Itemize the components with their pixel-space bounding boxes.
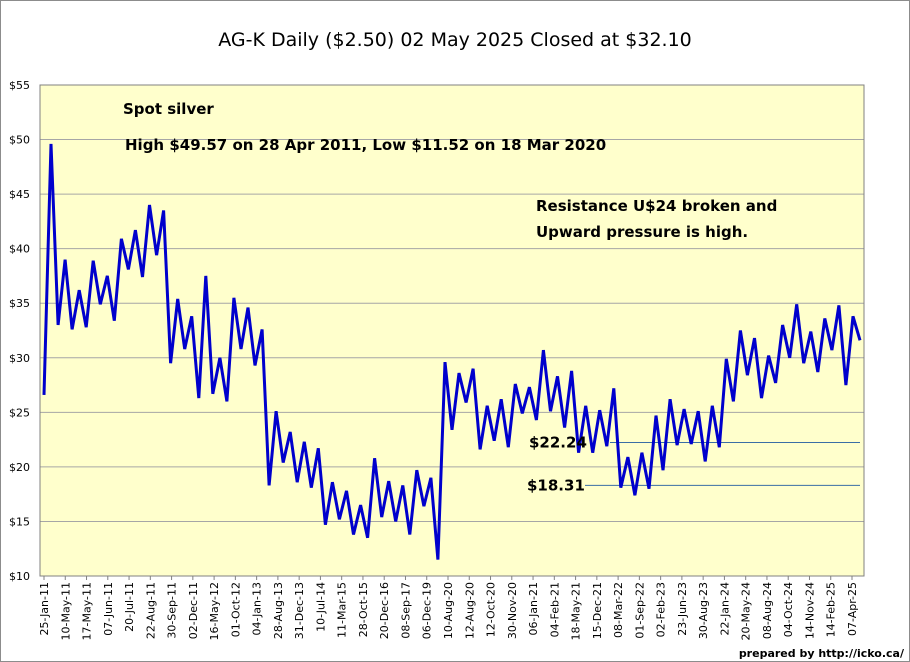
x-tick-label: 08-Sep-17 <box>399 582 412 639</box>
x-tick-label: 28-Oct-15 <box>357 582 370 637</box>
x-tick-label: 07-Apr-25 <box>846 582 859 636</box>
x-tick-label: 01-Oct-12 <box>229 582 242 637</box>
reference-labels: $22.24 $18.31 <box>527 433 587 494</box>
y-tick-label: $15 <box>9 515 30 528</box>
x-tick-label: 22-Aug-11 <box>144 582 157 639</box>
x-tick-label: 15-Dec-21 <box>591 582 604 639</box>
y-tick-label: $45 <box>9 188 30 201</box>
x-tick-label: 08-Aug-24 <box>761 582 774 639</box>
x-tick-label: 07-Jun-11 <box>102 582 115 636</box>
annotation-note-line1: Resistance U$24 broken and <box>536 197 777 215</box>
y-tick-label: $50 <box>9 134 30 147</box>
x-tick-label: 11-Mar-15 <box>336 582 349 638</box>
x-tick-label: 20-Dec-16 <box>378 582 391 639</box>
x-tick-label: 02-Dec-11 <box>187 582 200 639</box>
x-tick-label: 04-Feb-21 <box>548 582 561 637</box>
x-tick-label: 14-Nov-24 <box>803 582 816 639</box>
x-tick-label: 31-Dec-13 <box>293 582 306 639</box>
y-tick-label: $25 <box>9 406 30 419</box>
x-axis-ticks: 25-Jan-11 10-May-11 17-May-11 07-Jun-11 20-J… <box>38 576 859 640</box>
reference-label: $18.31 <box>527 476 585 494</box>
reference-lines <box>585 441 860 486</box>
y-axis-ticks: $10 $15 $20 $25 $30 $35 $40 $45 $50 $55 <box>9 79 30 583</box>
series-line <box>42 143 862 560</box>
x-tick-label: 20-Jul-11 <box>123 582 136 632</box>
plot-area <box>40 85 864 576</box>
y-tick-label: $30 <box>9 352 30 365</box>
x-tick-label: 12-Oct-20 <box>485 582 498 637</box>
x-tick-label: 06-Dec-19 <box>421 582 434 639</box>
x-tick-label: 01-Sep-22 <box>633 582 646 639</box>
x-tick-label: 30-Sep-11 <box>166 582 179 639</box>
x-tick-label: 08-Mar-22 <box>612 582 625 638</box>
x-tick-label: 12-Aug-20 <box>463 582 476 639</box>
y-tick-label: $35 <box>9 297 30 310</box>
annotation-note-line2: Upward pressure is high. <box>536 223 748 241</box>
x-tick-label: 02-Feb-23 <box>655 582 668 637</box>
x-tick-label: 10-May-11 <box>59 582 72 640</box>
x-tick-label: 18-May-21 <box>570 582 583 640</box>
chart-title: AG-K Daily ($2.50) 02 May 2025 Closed at… <box>218 29 692 51</box>
annotation-high-low: High $49.57 on 28 Apr 2011, Low $11.52 o… <box>125 136 606 154</box>
x-tick-label: 22-Jan-24 <box>718 582 731 636</box>
x-tick-label: 14-Feb-25 <box>825 582 838 637</box>
footer-credit: prepared by http://icko.ca/ <box>739 647 905 660</box>
x-tick-label: 30-Aug-23 <box>697 582 710 639</box>
x-tick-label: 25-Jan-11 <box>38 582 51 636</box>
x-tick-label: 04-Oct-24 <box>782 582 795 637</box>
x-tick-label: 10-Aug-20 <box>442 582 455 639</box>
x-tick-label: 23-Jun-23 <box>676 582 689 636</box>
x-tick-label: 30-Nov-20 <box>506 582 519 639</box>
x-tick-label: 20-May-24 <box>740 582 753 640</box>
x-tick-label: 04-Jan-13 <box>251 582 264 636</box>
x-tick-label: 16-May-12 <box>208 582 221 640</box>
y-tick-label: $10 <box>9 570 30 583</box>
plot-border <box>39 84 865 577</box>
x-tick-label: 06-Jan-21 <box>527 582 540 636</box>
x-tick-label: 17-May-11 <box>81 582 94 640</box>
x-tick-label: 10-Jul-14 <box>314 582 327 632</box>
annotation-heading: Spot silver <box>123 100 214 118</box>
y-tick-label: $40 <box>9 243 30 256</box>
y-tick-label: $20 <box>9 461 30 474</box>
reference-label: $22.24 <box>529 433 587 451</box>
x-tick-label: 28-Aug-13 <box>272 582 285 639</box>
y-tick-label: $55 <box>9 79 30 92</box>
